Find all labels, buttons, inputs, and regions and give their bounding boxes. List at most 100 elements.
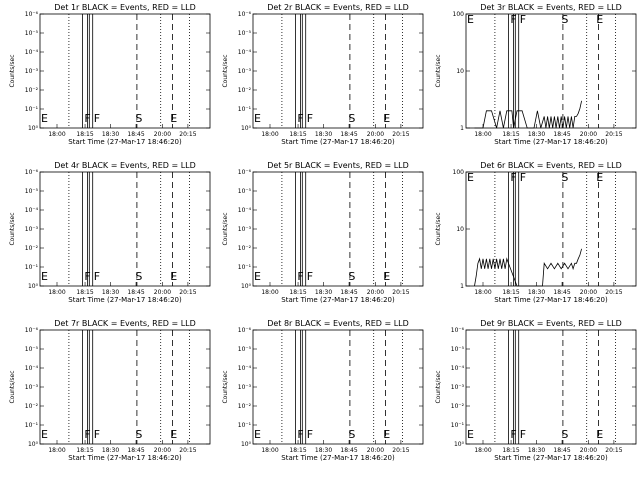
y-tick-label: 10⁰ [241, 125, 252, 132]
marker-label: F [520, 13, 526, 26]
y-tick-label: 10 [456, 68, 464, 75]
plot-frame [252, 171, 424, 287]
marker-label: E [467, 428, 474, 441]
marker-label: E [383, 428, 390, 441]
y-tick-label: 10⁻³ [25, 68, 39, 75]
marker-label: S [561, 13, 568, 26]
marker-label: F [84, 270, 90, 283]
marker-label: F [297, 428, 303, 441]
x-tick-label: 18:30 [315, 447, 332, 454]
x-tick-label: 18:30 [528, 447, 545, 454]
y-tick-label: 10⁻² [25, 87, 39, 94]
marker-label: E [467, 171, 474, 184]
x-tick-label: 20:00 [367, 289, 384, 296]
y-tick-label: 10⁻¹ [238, 106, 252, 113]
x-tick-label: 20:15 [179, 131, 196, 138]
marker-label: F [307, 112, 313, 125]
y-tick-label: 10⁻¹ [25, 422, 39, 429]
y-tick-label: 10⁻¹ [238, 264, 252, 271]
marker-label: F [94, 428, 100, 441]
y-tick-label: 10⁰ [454, 441, 465, 448]
marker-label: F [510, 13, 516, 26]
x-tick-label: 20:15 [605, 447, 622, 454]
y-tick-label: 10⁻⁶ [25, 11, 39, 18]
x-tick-label: 18:45 [127, 131, 144, 138]
x-tick-label: 18:15 [502, 447, 519, 454]
x-tick-label: 20:15 [605, 289, 622, 296]
y-tick-label: 100 [453, 11, 465, 18]
plot-frame [252, 329, 424, 445]
x-tick-label: 20:00 [367, 131, 384, 138]
y-tick-label: 10⁻² [451, 403, 465, 410]
y-tick-label: 10⁻¹ [238, 422, 252, 429]
y-tick-label: 10⁻⁶ [25, 327, 39, 334]
x-tick-label: 18:30 [102, 131, 119, 138]
y-tick-label: 10⁰ [241, 283, 252, 290]
y-axis-label: Counts/sec [222, 212, 229, 245]
marker-label: E [170, 270, 177, 283]
x-tick-label: 18:00 [261, 447, 278, 454]
y-axis-label: Counts/sec [435, 54, 442, 87]
y-tick-label: 10⁻² [238, 87, 252, 94]
marker-label: F [94, 270, 100, 283]
x-tick-label: 18:15 [289, 131, 306, 138]
y-tick-label: 10⁰ [28, 441, 39, 448]
x-tick-label: 18:15 [502, 289, 519, 296]
x-tick-label: 18:45 [340, 131, 357, 138]
marker-label: F [520, 428, 526, 441]
x-tick-label: 18:30 [315, 289, 332, 296]
y-tick-label: 10⁻⁵ [238, 346, 252, 353]
y-tick-label: 10⁻⁴ [238, 49, 252, 56]
y-tick-label: 10⁻⁶ [238, 11, 252, 18]
x-tick-label: 20:00 [580, 131, 597, 138]
y-tick-label: 10⁻⁵ [451, 346, 465, 353]
x-tick-label: 18:45 [127, 447, 144, 454]
y-tick-label: 10⁰ [28, 283, 39, 290]
x-axis-label: Start Time (27-Mar-17 18:46:20) [494, 296, 608, 304]
y-tick-label: 10⁻³ [25, 384, 39, 391]
x-tick-label: 18:30 [528, 289, 545, 296]
y-axis-label: Counts/sec [222, 370, 229, 403]
y-tick-label: 10⁻³ [238, 68, 252, 75]
marker-label: F [297, 270, 303, 283]
x-axis-label: Start Time (27-Mar-17 18:46:20) [494, 454, 608, 462]
marker-label: F [84, 428, 90, 441]
panel-title: Det 4r BLACK = Events, RED = LLD [54, 161, 196, 170]
y-tick-label: 10⁻² [238, 245, 252, 252]
panel-title: Det 5r BLACK = Events, RED = LLD [267, 161, 409, 170]
y-axis-label: Counts/sec [222, 54, 229, 87]
y-tick-label: 10⁰ [241, 441, 252, 448]
y-tick-label: 10⁻⁵ [25, 346, 39, 353]
y-tick-label: 10⁻⁴ [451, 365, 465, 372]
plot-frame [39, 329, 211, 445]
x-tick-label: 20:15 [179, 289, 196, 296]
panel-title: Det 8r BLACK = Events, RED = LLD [267, 319, 409, 328]
y-axis-label: Counts/sec [435, 370, 442, 403]
x-axis-label: Start Time (27-Mar-17 18:46:20) [68, 296, 182, 304]
x-tick-label: 18:00 [261, 131, 278, 138]
marker-label: E [467, 13, 474, 26]
marker-label: E [254, 112, 261, 125]
y-tick-label: 10⁻² [25, 245, 39, 252]
x-tick-label: 20:00 [580, 447, 597, 454]
x-tick-label: 18:45 [553, 289, 570, 296]
marker-label: E [383, 270, 390, 283]
x-tick-label: 18:00 [474, 447, 491, 454]
plot-frame [39, 171, 211, 287]
y-tick-label: 10⁻¹ [25, 264, 39, 271]
x-tick-label: 18:00 [48, 289, 65, 296]
marker-label: E [170, 112, 177, 125]
x-tick-label: 18:45 [340, 447, 357, 454]
marker-label: S [135, 270, 142, 283]
panel-title: Det 9r BLACK = Events, RED = LLD [480, 319, 622, 328]
y-tick-label: 10⁻¹ [25, 106, 39, 113]
events-series-line [474, 248, 582, 287]
x-axis-label: Start Time (27-Mar-17 18:46:20) [281, 454, 395, 462]
